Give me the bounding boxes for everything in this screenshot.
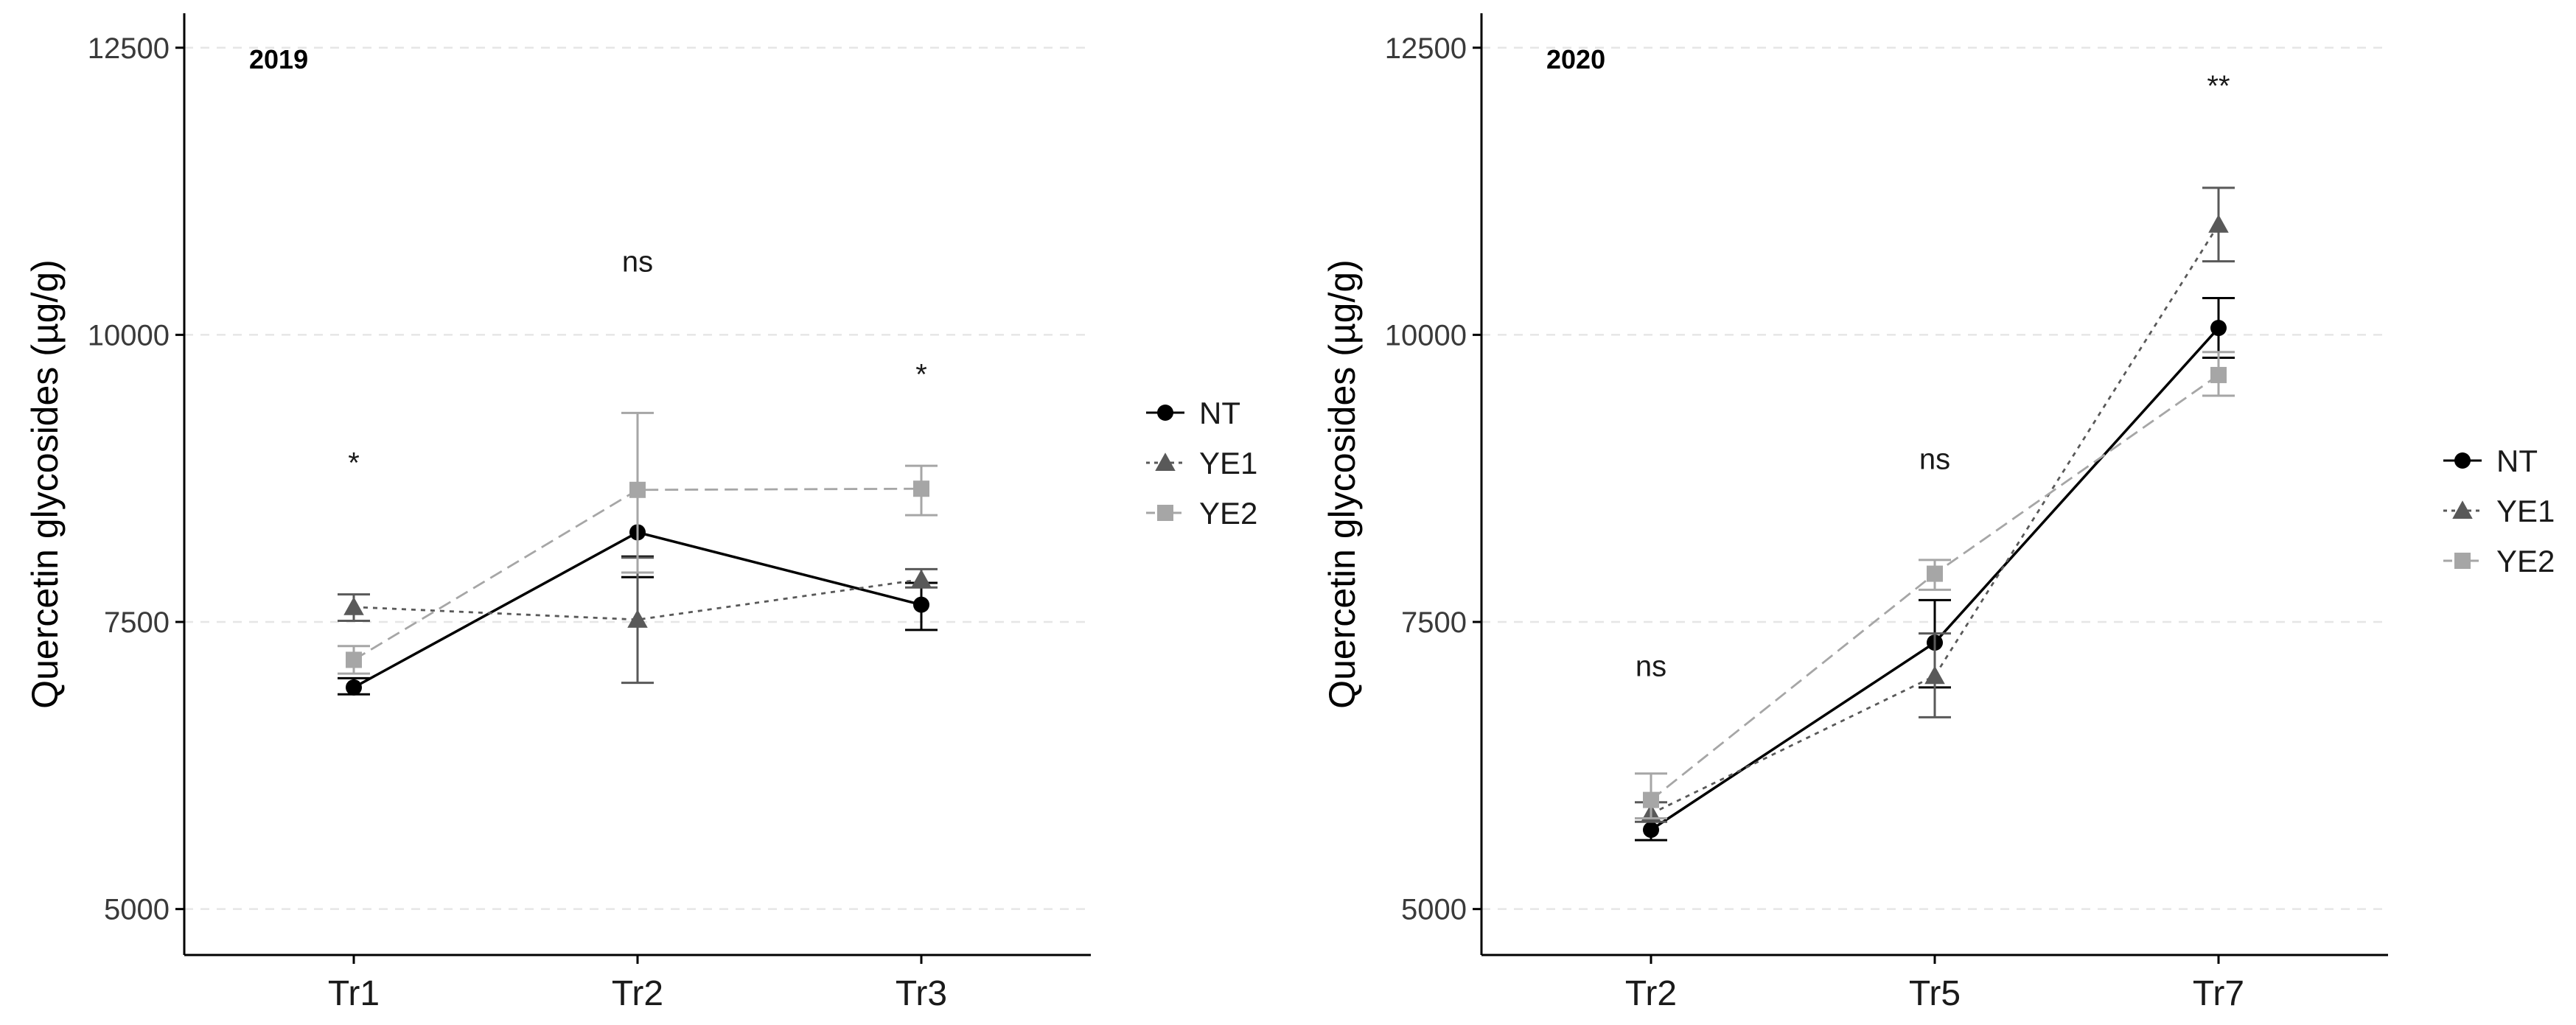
- data-point-NT: [1643, 822, 1659, 839]
- data-point-YE2: [629, 481, 646, 498]
- x-tick-label: Tr7: [2193, 974, 2244, 1013]
- panel-label: 2020: [1546, 44, 1605, 74]
- y-axis-label: Quercetin glycosides (µg/g): [1322, 259, 1363, 709]
- data-point-YE2: [1643, 791, 1659, 808]
- y-tick-label: 7500: [1401, 606, 1467, 639]
- data-point-NT: [346, 679, 362, 696]
- x-tick-label: Tr1: [328, 974, 380, 1013]
- x-tick-label: Tr2: [612, 974, 663, 1013]
- y-tick-label: 12500: [1385, 32, 1467, 65]
- significance-label: *: [915, 358, 927, 391]
- data-point-YE1: [911, 569, 932, 588]
- legend-marker-NT: [1157, 405, 1173, 421]
- legend: NT YE1 YE2: [1146, 396, 1257, 531]
- y-tick-label: 10000: [88, 319, 170, 351]
- legend-label-YE2: YE2: [2496, 544, 2555, 578]
- y-tick-label: 5000: [1401, 894, 1467, 926]
- data-point-YE2: [2210, 366, 2227, 383]
- legend-label-YE2: YE2: [1199, 496, 1257, 531]
- legend-marker-YE1: [1155, 452, 1176, 471]
- data-point-YE2: [913, 480, 929, 497]
- data-point-YE1: [2208, 214, 2229, 233]
- y-axis-label: Quercetin glycosides (µg/g): [24, 259, 66, 709]
- panel-2019: 5000 7500 10000 12500 Tr1 Tr2 Tr3 Quercetin gly…: [24, 13, 1257, 1013]
- legend-label-NT: NT: [2496, 444, 2538, 478]
- significance-label: **: [2207, 70, 2230, 102]
- series-YE2: [1635, 351, 2235, 820]
- data-point-YE2: [1927, 565, 1943, 582]
- legend-marker-YE2: [2454, 553, 2471, 569]
- significance-label: *: [348, 447, 360, 479]
- y-tick-label: 12500: [88, 32, 170, 65]
- legend-label-YE1: YE1: [2496, 494, 2555, 528]
- y-tick-label: 7500: [104, 606, 170, 639]
- x-tick-label: Tr3: [896, 974, 947, 1013]
- series-YE2: [338, 411, 938, 675]
- legend-marker-YE1: [2452, 500, 2473, 519]
- data-point-YE1: [343, 597, 364, 615]
- series-YE1: [338, 556, 938, 685]
- significance-label: ns: [622, 246, 653, 279]
- legend-marker-YE2: [1157, 505, 1173, 521]
- panel-label: 2019: [249, 44, 308, 74]
- data-point-YE1: [627, 609, 648, 628]
- significance-label: ns: [1636, 650, 1666, 682]
- legend-label-NT: NT: [1199, 396, 1240, 430]
- y-tick-label: 10000: [1385, 319, 1467, 351]
- data-point-NT: [913, 596, 929, 613]
- data-point-YE2: [346, 651, 362, 668]
- x-tick-label: Tr5: [1909, 974, 1961, 1013]
- x-tick-label: Tr2: [1625, 974, 1677, 1013]
- data-point-YE1: [1924, 665, 1945, 685]
- series-line-YE1: [1650, 224, 2220, 815]
- legend: NT YE1 YE2: [2443, 444, 2555, 578]
- panel-2020: 5000 7500 10000 12500 Tr2 Tr5 Tr7 Quercetin gly…: [1322, 13, 2555, 1013]
- series-YE1: [1635, 186, 2235, 823]
- data-point-NT: [2210, 320, 2227, 337]
- significance-label: ns: [1919, 444, 1950, 476]
- y-tick-label: 5000: [104, 894, 170, 926]
- legend-marker-NT: [2454, 452, 2471, 469]
- legend-label-YE1: YE1: [1199, 446, 1257, 480]
